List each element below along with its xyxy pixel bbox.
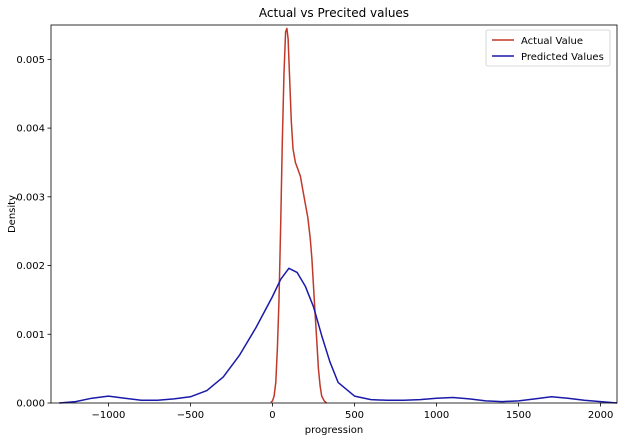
x-tick-label: −1000: [92, 410, 126, 421]
x-axis: −1000 −500 0 500 1000 1500 2000: [92, 403, 613, 421]
x-tick-label: 0: [269, 410, 275, 421]
y-tick-label: 0.000: [16, 399, 45, 410]
plot-area: [59, 27, 618, 404]
x-tick-label: 2000: [588, 410, 613, 421]
legend-box: [485, 29, 611, 67]
legend: Actual Value Predicted Values: [485, 29, 611, 67]
x-tick-label: 500: [345, 410, 364, 421]
axes-frame: [50, 24, 618, 404]
series-line-actual: [270, 27, 328, 404]
legend-label-actual: Actual Value: [521, 36, 583, 47]
chart-title: Actual vs Precited values: [259, 6, 409, 20]
legend-label-predicted: Predicted Values: [521, 52, 604, 63]
y-tick-label: 0.005: [16, 55, 45, 66]
x-tick-label: 1000: [424, 410, 449, 421]
series-line-predicted: [59, 267, 618, 404]
y-axis-label: Density: [7, 195, 18, 233]
y-tick-label: 0.002: [16, 261, 45, 272]
y-tick-label: 0.003: [16, 192, 45, 203]
x-tick-label: 1500: [506, 410, 531, 421]
x-tick-label: −500: [177, 410, 204, 421]
y-tick-label: 0.001: [16, 330, 45, 341]
x-axis-label: progression: [305, 425, 363, 436]
y-tick-label: 0.004: [16, 124, 45, 135]
y-axis: 0.000 0.001 0.002 0.003 0.004 0.005: [16, 55, 51, 410]
